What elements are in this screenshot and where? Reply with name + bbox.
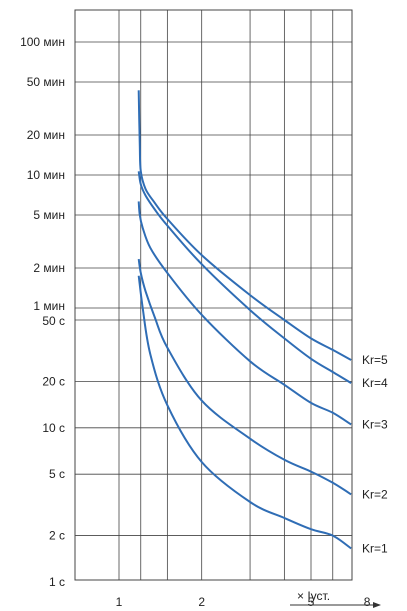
curve-kr3: [137, 201, 352, 426]
y-tick-label: 1 с: [49, 575, 65, 589]
y-tick-label: 50 с: [42, 314, 65, 328]
curve-label: Kr=4: [362, 376, 388, 390]
x-axis-title: × Iуст.: [297, 589, 330, 603]
x-tick-label: 2: [198, 595, 205, 609]
curve-labels: Kr=5 Kr=4 Kr=3 Kr=2 Kr=1: [362, 353, 388, 555]
y-tick-label: 1 мин: [33, 299, 65, 313]
x-tick-label: 5: [308, 595, 315, 609]
curve-kr4: [137, 171, 352, 384]
y-tick-label: 20 мин: [27, 128, 65, 142]
y-tick-label: 5 мин: [33, 208, 65, 222]
curves: [137, 90, 352, 550]
curve-label: Kr=3: [362, 418, 388, 432]
x-tick-label: 8: [364, 595, 371, 609]
y-tick-label: 100 мин: [20, 35, 65, 49]
curve-kr1: [137, 275, 352, 550]
grid: [75, 10, 352, 580]
x-tick-label: 1: [116, 595, 123, 609]
curve-label: Kr=5: [362, 353, 388, 367]
curve-kr5: [137, 90, 352, 361]
y-tick-label: 10 мин: [27, 168, 65, 182]
curve-kr2: [137, 258, 352, 496]
y-tick-label: 2 с: [49, 529, 65, 543]
x-axis-labels: 1 2 5 8: [116, 595, 371, 609]
y-tick-label: 10 с: [42, 421, 65, 435]
curve-label: Kr=1: [362, 541, 388, 555]
curve-label: Kr=2: [362, 487, 388, 501]
y-tick-label: 20 с: [42, 374, 65, 388]
y-axis-labels: 100 мин 50 мин 20 мин 10 мин 5 мин 2 мин 1 мин…: [20, 35, 65, 589]
y-tick-label: 2 мин: [33, 261, 65, 275]
y-tick-label: 50 мин: [27, 75, 65, 89]
plot-frame: [74, 9, 353, 581]
y-tick-label: 5 с: [49, 467, 65, 481]
